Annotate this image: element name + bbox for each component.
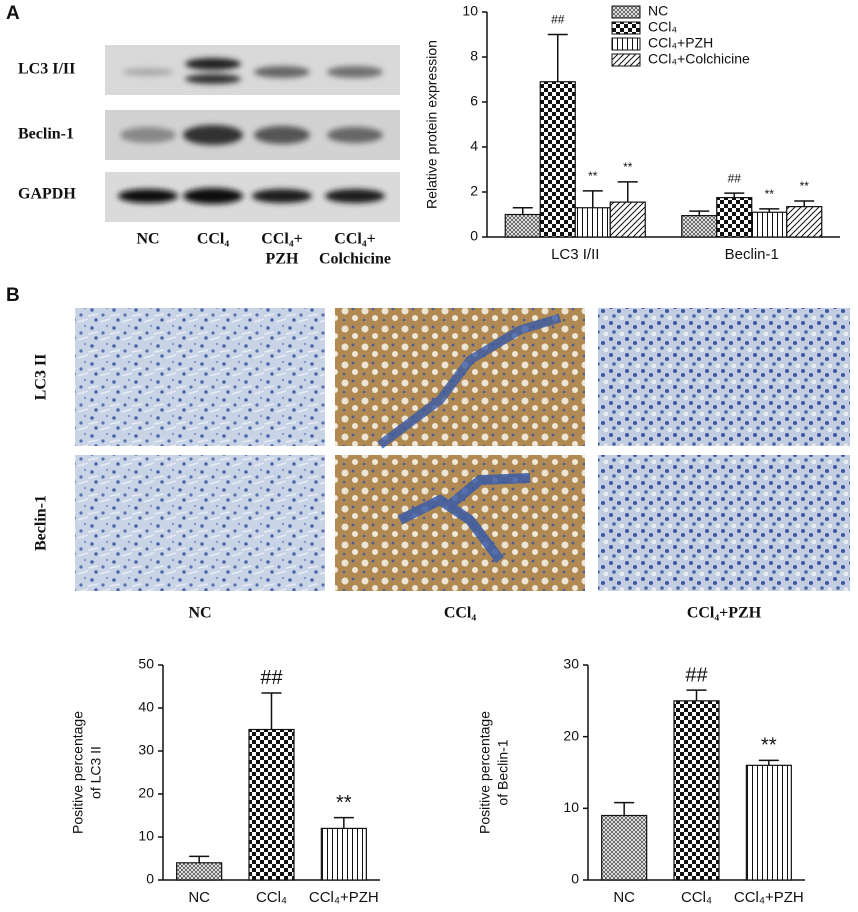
bar <box>320 827 367 881</box>
y-axis-label: of LC3 II <box>88 746 104 799</box>
ihc-column-label: CCl₄ <box>444 605 477 622</box>
x-tick-label: CCl₄ <box>681 889 712 906</box>
blot-lane-label: CCl₄ <box>197 231 230 248</box>
significance-label: ** <box>336 792 352 814</box>
blot-row-label: LC3 I/II <box>18 61 75 78</box>
legend-label: CCl₄+Colchicine <box>648 51 750 67</box>
y-tick-label: 0 <box>571 871 579 887</box>
x-tick-label: Beclin-1 <box>725 246 779 263</box>
blot-lane-label: NC <box>136 231 159 248</box>
y-tick-label: 30 <box>563 656 579 672</box>
panel-label: B <box>6 285 20 306</box>
ihc-row-label: Beclin-1 <box>33 495 50 551</box>
y-axis-label: of Beclin-1 <box>495 739 511 805</box>
y-tick-label: 4 <box>470 138 478 154</box>
x-tick-label: NC <box>188 889 210 906</box>
y-tick-label: 10 <box>563 799 579 815</box>
error-bar <box>512 207 533 215</box>
y-tick-label: 10 <box>462 3 478 19</box>
y-tick-label: 50 <box>138 656 154 672</box>
error-bar <box>724 192 745 198</box>
bar <box>539 81 576 238</box>
blot-row-label: Beclin-1 <box>18 126 74 143</box>
x-tick-label: NC <box>613 889 635 906</box>
legend-label: CCl₄+PZH <box>648 35 713 51</box>
bar <box>609 201 646 238</box>
panel-label: A <box>6 3 20 24</box>
legend-swatch <box>611 37 641 51</box>
significance-label: ** <box>800 179 810 193</box>
error-bar <box>333 816 354 829</box>
significance-label: ** <box>765 187 775 201</box>
x-tick-label: CCl₄+PZH <box>309 889 379 906</box>
bar <box>574 207 611 238</box>
y-tick-label: 6 <box>470 93 478 109</box>
bar <box>176 862 223 881</box>
significance-label: ## <box>685 664 708 686</box>
legend-label: NC <box>648 3 668 19</box>
bar <box>601 814 648 881</box>
y-tick-label: 20 <box>563 727 579 743</box>
ihc-image <box>75 308 850 591</box>
ihc-row-label: LC3 II <box>33 354 50 401</box>
bar <box>673 700 720 881</box>
x-tick-label: LC3 I/II <box>551 246 599 263</box>
bar <box>751 211 788 238</box>
error-bar <box>686 689 707 701</box>
y-tick-label: 10 <box>138 828 154 844</box>
significance-label: ## <box>551 13 565 27</box>
legend-swatch <box>611 5 641 19</box>
y-axis-label: Positive percentage <box>70 711 86 834</box>
bar <box>681 215 718 238</box>
blot-row-label: GAPDH <box>18 186 76 203</box>
y-tick-label: 0 <box>470 228 478 244</box>
bar <box>745 764 792 881</box>
significance-label: ** <box>623 160 633 174</box>
y-tick-label: 8 <box>470 48 478 64</box>
y-tick-label: 40 <box>138 699 154 715</box>
ihc-column-label: NC <box>188 605 211 622</box>
bar <box>248 728 295 881</box>
legend-swatch <box>611 21 641 35</box>
error-bar <box>547 33 568 82</box>
blot-lane-label: CCl₄+ <box>334 231 375 248</box>
error-bar <box>189 855 210 863</box>
significance-label: ** <box>588 169 598 183</box>
bar <box>716 197 753 238</box>
significance-label: ** <box>761 735 777 757</box>
significance-label: ## <box>728 171 742 185</box>
error-bar <box>794 200 815 207</box>
y-tick-label: 2 <box>470 183 478 199</box>
legend-swatch <box>611 53 641 67</box>
error-bar <box>261 692 282 730</box>
error-bar <box>614 801 635 816</box>
bar <box>786 206 823 238</box>
y-axis-label: Positive percentage <box>477 711 493 834</box>
y-tick-label: 20 <box>138 785 154 801</box>
significance-label: ## <box>260 667 283 689</box>
error-bar <box>758 759 779 766</box>
legend-label: CCl₄ <box>648 19 677 35</box>
x-tick-label: CCl₄ <box>256 889 287 906</box>
x-tick-label: CCl₄+PZH <box>734 889 804 906</box>
bar <box>504 213 541 238</box>
blot-image <box>105 45 400 222</box>
y-axis-label: Relative protein expression <box>424 40 440 209</box>
error-bar <box>617 181 638 203</box>
y-tick-label: 30 <box>138 742 154 758</box>
error-bar <box>689 210 710 216</box>
error-bar <box>759 208 780 213</box>
y-tick-label: 0 <box>146 871 154 887</box>
ihc-column-label: CCl₄+PZH <box>687 605 762 622</box>
error-bar <box>582 190 603 208</box>
blot-lane-label: Colchicine <box>319 251 391 268</box>
blot-lane-label: PZH <box>266 251 299 268</box>
blot-lane-label: CCl₄+ <box>261 231 302 248</box>
